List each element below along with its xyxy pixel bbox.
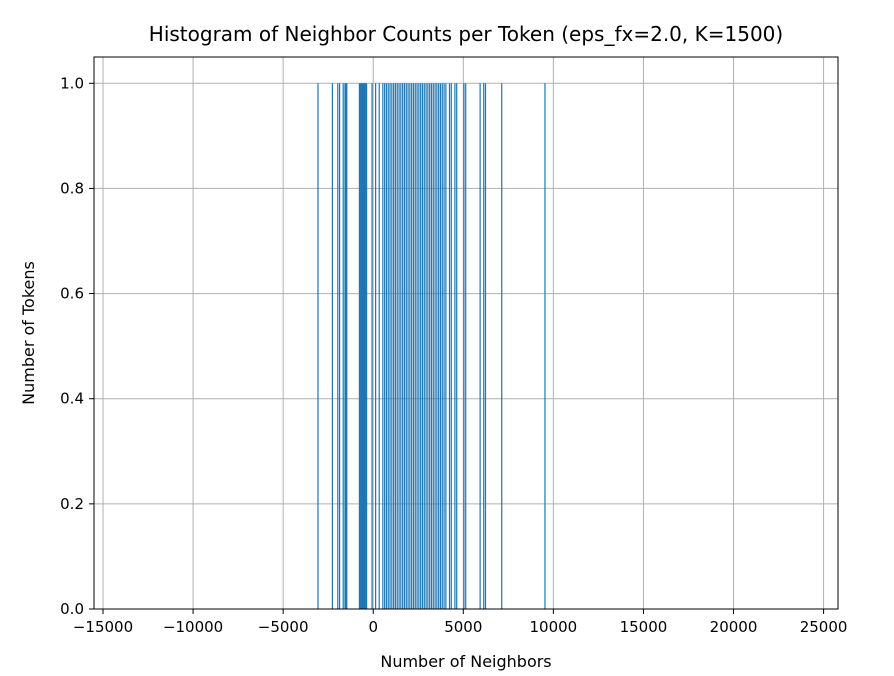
histogram-bar: [416, 83, 418, 610]
histogram-bar: [391, 83, 393, 610]
histogram-bar: [378, 83, 380, 610]
histogram-bar: [317, 83, 319, 610]
histogram-bar: [454, 83, 456, 610]
histogram-bar: [450, 83, 452, 610]
histogram-bar: [389, 83, 391, 610]
histogram-bar: [432, 83, 434, 610]
histogram-bar: [427, 83, 429, 610]
y-tick-label: 0.0: [60, 600, 84, 618]
histogram-bar: [465, 83, 467, 610]
histogram-bar: [363, 83, 365, 610]
histogram-bar: [375, 83, 377, 610]
histogram-bar: [463, 83, 465, 610]
x-tick-label: 25000: [800, 618, 848, 636]
histogram-bar: [360, 83, 362, 610]
histogram-bar: [394, 83, 397, 610]
x-tick-label: 5000: [444, 618, 482, 636]
histogram-bar: [366, 83, 368, 610]
histogram-bar: [402, 83, 404, 610]
histogram-bar: [342, 83, 344, 610]
histogram-bar: [418, 83, 420, 610]
histogram-bar: [409, 83, 411, 610]
histogram-bar: [371, 83, 373, 610]
y-tick-label: 0.6: [60, 285, 84, 303]
x-tick-label: −5000: [258, 618, 309, 636]
histogram-bar: [445, 83, 447, 610]
histogram-bar: [361, 83, 363, 610]
histogram-bar: [483, 83, 485, 610]
histogram-bar: [362, 83, 364, 610]
histogram-bar: [344, 83, 346, 610]
histogram-bar: [382, 83, 384, 610]
histogram-bar: [430, 83, 433, 610]
histogram-bar: [396, 83, 398, 610]
x-tick-label: 15000: [620, 618, 668, 636]
x-tick-label: 20000: [710, 618, 758, 636]
y-tick-label: 0.4: [60, 390, 84, 408]
histogram-bar: [423, 83, 425, 610]
histogram-bar: [405, 83, 407, 610]
histogram-bar: [385, 83, 388, 610]
x-tick-label: −10000: [163, 618, 223, 636]
x-tick-label: −15000: [73, 618, 133, 636]
histogram-bar: [501, 83, 503, 610]
histogram-bar: [365, 83, 367, 610]
y-axis-label: Number of Tokens: [19, 261, 38, 405]
histogram-bar: [393, 83, 395, 610]
y-axis: 0.0 0.2 0.4 0.6 0.8 1.0: [60, 74, 94, 618]
y-tick-label: 1.0: [60, 74, 84, 92]
histogram-bar: [544, 83, 546, 610]
histogram-bar: [425, 83, 427, 610]
histogram-bar: [400, 83, 402, 610]
histogram-bar: [398, 83, 400, 610]
histogram-bar: [441, 83, 443, 610]
histogram-bar: [364, 83, 366, 610]
histogram-bar: [479, 83, 481, 610]
histogram-bar: [438, 83, 440, 610]
histogram-bar: [414, 83, 416, 610]
histogram-bar: [456, 83, 458, 610]
histogram-bar: [346, 83, 348, 610]
histogram-bar: [387, 83, 389, 610]
histogram-bar: [429, 83, 431, 610]
histogram-bar: [337, 83, 339, 610]
x-tick-label: 10000: [530, 618, 578, 636]
histogram-bar: [436, 83, 438, 610]
histogram-bar: [358, 83, 361, 610]
y-tick-label: 0.2: [60, 495, 84, 513]
x-tick-label: 0: [368, 618, 378, 636]
histogram-bar: [412, 83, 415, 610]
chart-title: Histogram of Neighbor Counts per Token (…: [149, 22, 783, 46]
histogram-bar: [439, 83, 442, 610]
histogram-bar: [411, 83, 413, 610]
histogram-bar: [421, 83, 424, 610]
histogram-bar: [448, 83, 451, 610]
histogram-bar: [345, 83, 347, 610]
histogram-bar: [434, 83, 436, 610]
x-axis: −15000 −10000 −5000 0 5000 10000 15000 20000 250…: [73, 609, 848, 636]
histogram-bar: [384, 83, 386, 610]
histogram-bar: [420, 83, 422, 610]
histogram-bar: [403, 83, 406, 610]
histogram-bar: [407, 83, 409, 610]
histogram-bar: [484, 83, 487, 610]
histogram-bar: [338, 83, 341, 610]
x-axis-label: Number of Neighbors: [380, 652, 551, 671]
histogram-bar: [359, 83, 361, 610]
histogram-bar: [331, 83, 333, 610]
bars: [317, 83, 546, 610]
y-tick-label: 0.8: [60, 179, 84, 197]
plot-frame: [93, 56, 839, 610]
histogram-bar: [443, 83, 445, 610]
